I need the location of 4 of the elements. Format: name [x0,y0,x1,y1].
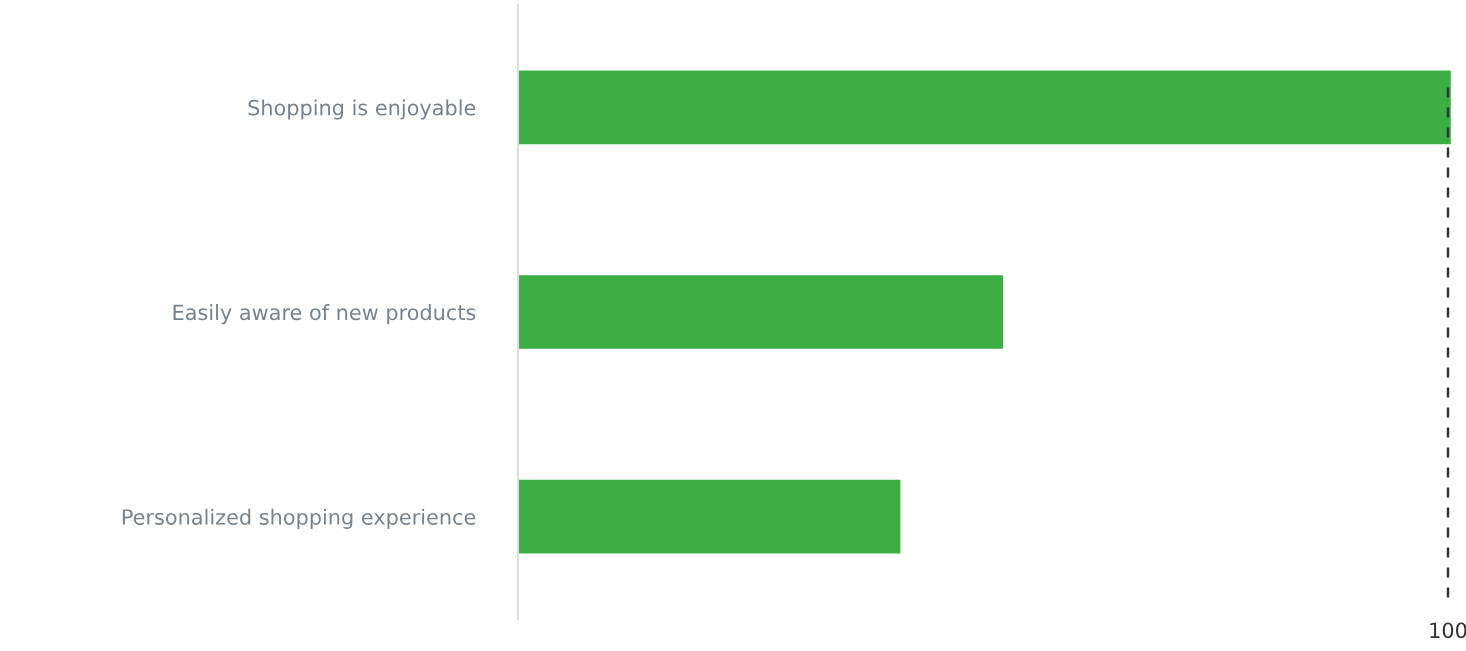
ref-line-label: 100 [1430,622,1466,639]
y-tick-label: Personalized shopping experience [122,508,476,529]
y-tick-label: Easily aware of new products [173,304,476,325]
y-tick-label: Shopping is enjoyable [248,99,476,120]
